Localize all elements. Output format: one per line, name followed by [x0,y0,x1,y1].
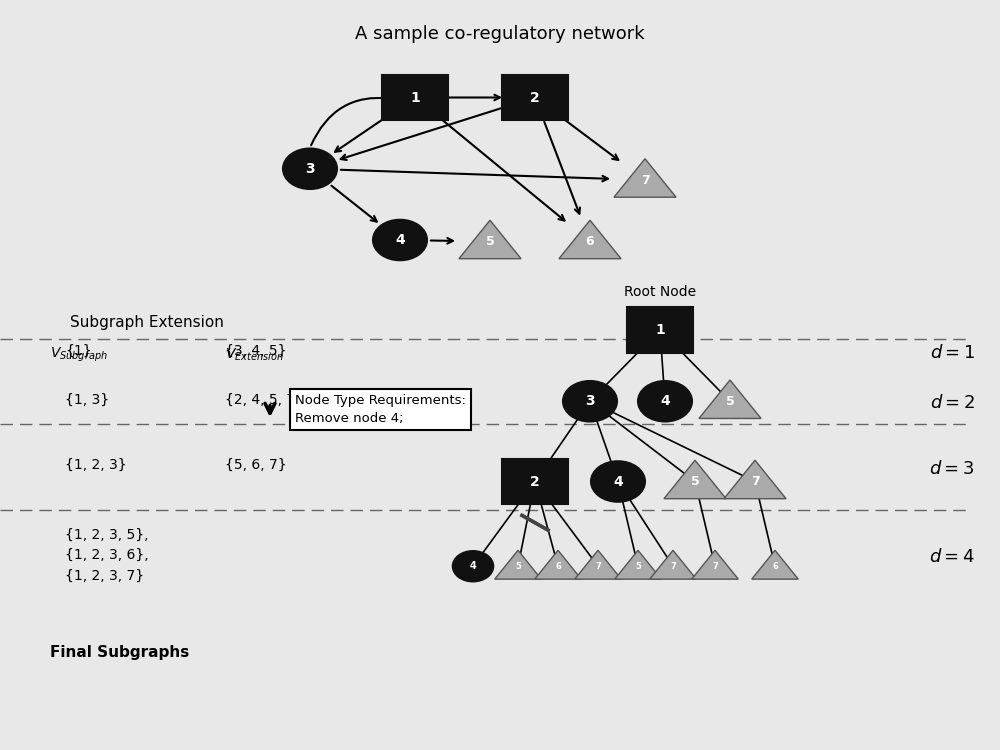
Text: 4: 4 [470,561,476,572]
Circle shape [563,381,617,422]
Text: 4: 4 [395,233,405,247]
Polygon shape [614,159,676,197]
Text: 7: 7 [595,562,601,571]
Polygon shape [692,550,738,579]
Circle shape [283,148,337,189]
Text: 4: 4 [613,475,623,488]
Text: 7: 7 [751,475,759,488]
Polygon shape [699,380,761,419]
Polygon shape [575,550,621,579]
Text: 7: 7 [712,562,718,571]
Text: 5: 5 [691,475,699,488]
Polygon shape [650,550,696,579]
Text: {1, 3}: {1, 3} [65,393,109,406]
Text: $V_{Subgraph}$: $V_{Subgraph}$ [50,346,108,364]
Text: $d=4$: $d=4$ [929,548,975,566]
Text: 2: 2 [530,91,540,104]
Text: 5: 5 [635,562,641,571]
Polygon shape [559,220,621,259]
Text: 5: 5 [726,394,734,408]
FancyBboxPatch shape [502,459,568,504]
Text: 5: 5 [515,562,521,571]
Text: 6: 6 [586,235,594,248]
Text: {1, 2, 3}: {1, 2, 3} [65,458,127,472]
FancyBboxPatch shape [502,75,568,120]
Text: {2, 4, 5, 7}: {2, 4, 5, 7} [225,393,304,406]
Text: 1: 1 [410,91,420,104]
Text: 2: 2 [530,475,540,488]
Text: 6: 6 [772,562,778,571]
Polygon shape [724,460,786,499]
Text: Subgraph Extension: Subgraph Extension [70,315,224,330]
FancyBboxPatch shape [382,75,448,120]
Text: 1: 1 [655,323,665,337]
Text: Root Node: Root Node [624,286,696,299]
Polygon shape [752,550,798,579]
Polygon shape [535,550,581,579]
Text: Final Subgraphs: Final Subgraphs [50,645,189,660]
Text: 4: 4 [660,394,670,408]
Polygon shape [495,550,541,579]
Circle shape [638,381,692,422]
Text: {1}: {1} [65,344,92,358]
Polygon shape [459,220,521,259]
Circle shape [453,551,493,581]
Text: 3: 3 [305,162,315,176]
Text: {1, 2, 3, 5},
{1, 2, 3, 6},
{1, 2, 3, 7}: {1, 2, 3, 5}, {1, 2, 3, 6}, {1, 2, 3, 7} [65,527,149,583]
Text: A sample co-regulatory network: A sample co-regulatory network [355,25,645,43]
Polygon shape [664,460,726,499]
Text: Node Type Requirements:
Remove node 4;: Node Type Requirements: Remove node 4; [295,394,466,425]
Text: {3, 4, 5}: {3, 4, 5} [225,344,287,358]
Text: 3: 3 [585,394,595,408]
Text: 7: 7 [641,173,649,187]
FancyBboxPatch shape [627,308,693,352]
Circle shape [591,461,645,502]
Circle shape [373,220,427,260]
Text: {5, 6, 7}: {5, 6, 7} [225,458,287,472]
Text: 7: 7 [670,562,676,571]
Text: 6: 6 [555,562,561,571]
Text: $d=3$: $d=3$ [929,460,975,478]
Text: $d=1$: $d=1$ [930,344,975,362]
Polygon shape [615,550,661,579]
Text: 5: 5 [486,235,494,248]
Text: $V_{Extension}$: $V_{Extension}$ [225,346,284,363]
Text: $d=2$: $d=2$ [930,394,975,412]
